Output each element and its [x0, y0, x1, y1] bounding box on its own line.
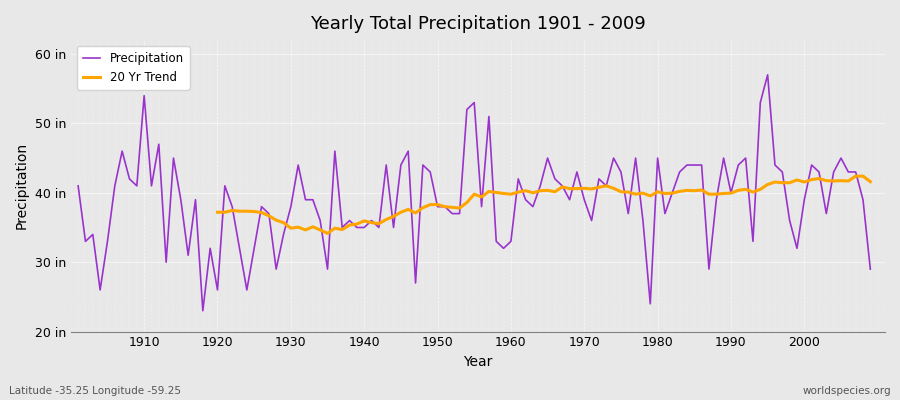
- Precipitation: [73, 184, 84, 188]
- 20 Yr Trend: [300, 228, 310, 232]
- 20 Yr Trend: [322, 231, 333, 236]
- Precipitation: [601, 184, 612, 188]
- Legend: Precipitation, 20 Yr Trend: Precipitation, 20 Yr Trend: [76, 46, 190, 90]
- 20 Yr Trend: [762, 182, 773, 187]
- Title: Yearly Total Precipitation 1901 - 2009: Yearly Total Precipitation 1901 - 2009: [310, 15, 646, 33]
- 20 Yr Trend: [850, 174, 861, 178]
- Y-axis label: Precipitation: Precipitation: [15, 142, 29, 230]
- Line: Precipitation: Precipitation: [78, 75, 870, 311]
- Precipitation: [197, 308, 208, 313]
- 20 Yr Trend: [777, 180, 788, 185]
- 20 Yr Trend: [843, 178, 854, 183]
- 20 Yr Trend: [865, 179, 876, 184]
- Precipitation: [344, 218, 355, 223]
- Text: worldspecies.org: worldspecies.org: [803, 386, 891, 396]
- 20 Yr Trend: [674, 189, 685, 194]
- X-axis label: Year: Year: [464, 355, 492, 369]
- 20 Yr Trend: [212, 210, 223, 215]
- Precipitation: [513, 176, 524, 181]
- 20 Yr Trend: [418, 205, 428, 210]
- Precipitation: [131, 184, 142, 188]
- Line: 20 Yr Trend: 20 Yr Trend: [218, 176, 870, 233]
- Precipitation: [300, 197, 310, 202]
- Precipitation: [506, 239, 517, 244]
- Precipitation: [865, 267, 876, 272]
- Precipitation: [762, 72, 773, 77]
- Text: Latitude -35.25 Longitude -59.25: Latitude -35.25 Longitude -59.25: [9, 386, 181, 396]
